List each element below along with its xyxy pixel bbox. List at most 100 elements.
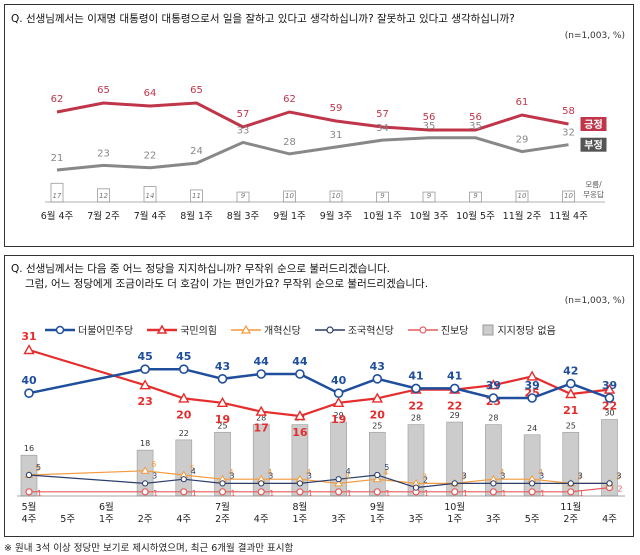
none-bar-label: 28 <box>488 414 498 423</box>
negative-tag-bg <box>580 137 607 152</box>
ppp-point <box>294 410 306 421</box>
none-bar-label: 28 <box>256 414 266 423</box>
progressive-label: 1 <box>579 489 584 498</box>
rebuild-label: 3 <box>500 471 505 480</box>
reform-point <box>334 478 343 487</box>
progressive-label: 1 <box>463 489 468 498</box>
dem-point <box>333 388 344 398</box>
rebuild-label: 3 <box>230 471 235 480</box>
dem-line <box>28 367 610 400</box>
rebuild-point <box>490 480 497 487</box>
x-tick-label: 8월 <box>293 501 308 513</box>
positive-label: 59 <box>330 103 343 114</box>
progressive-label: 1 <box>385 489 390 498</box>
dem-label: 43 <box>215 360 230 373</box>
rebuild-point <box>606 480 613 487</box>
dem-point <box>179 364 189 374</box>
dem-label: 39 <box>524 379 539 392</box>
progressive-label: 1 <box>347 489 352 498</box>
footnote: ※ 원내 3석 이상 정당만 보기로 제시하였으며, 최근 6개월 결과만 표시… <box>4 543 294 554</box>
negative-label: 31 <box>330 130 343 141</box>
ppp-label: 22 <box>602 400 617 413</box>
party-chart: 1618222528282925282928242530111111111111… <box>17 330 625 525</box>
x-tick-label: 4주 <box>254 514 269 525</box>
x-tick-label: 4주 <box>176 514 191 525</box>
rebuild-label: 3 <box>578 471 583 480</box>
none-bar <box>368 431 386 497</box>
rebuild-label: 3 <box>307 471 312 480</box>
x-tick-label: 1주 <box>99 514 114 525</box>
reform-label: 3 <box>422 472 427 481</box>
dem-label: 45 <box>176 350 191 363</box>
progressive-label: 1 <box>153 489 158 498</box>
positive-line <box>56 101 569 132</box>
positive-label: 56 <box>469 112 482 123</box>
negative-label: 28 <box>283 137 296 148</box>
negative-label: 21 <box>51 153 64 164</box>
none-bar-label: 10 <box>518 192 527 200</box>
reform-line <box>28 470 610 485</box>
negative-tag: 부정 <box>584 139 602 152</box>
dem-label: 43 <box>370 360 385 373</box>
none-bar-label: 29 <box>334 411 344 420</box>
progressive-label: 1 <box>231 489 236 498</box>
positive-label: 65 <box>190 85 203 96</box>
rebuild-label: 4 <box>191 467 196 476</box>
progressive-label: 1 <box>269 489 274 498</box>
x-tick-label: 8월 1주 <box>180 210 213 222</box>
negative-label: 32 <box>562 128 575 139</box>
negative-label: 33 <box>237 125 250 136</box>
ppp-label: 22 <box>408 400 423 413</box>
dem-label: 44 <box>254 355 270 368</box>
rebuild-point <box>529 480 536 487</box>
dem-point <box>488 393 499 403</box>
progressive-point <box>489 488 497 496</box>
positive-label: 62 <box>51 94 64 105</box>
rebuild-point <box>296 480 303 487</box>
progressive-point <box>335 488 343 496</box>
approval-panel: Q. 선생님께서는 이재명 대통령이 대통령으로서 일을 잘하고 있다고 생각하… <box>4 4 634 247</box>
reform-label: 3 <box>461 472 466 481</box>
progressive-label: 1 <box>37 489 42 498</box>
ppp-point <box>178 392 190 403</box>
none-bar-label: 29 <box>450 411 460 420</box>
positive-label: 65 <box>97 85 110 96</box>
rebuild-label: 2 <box>423 476 428 485</box>
ppp-label: 20 <box>370 408 386 421</box>
party-note: (n=1,003, %) <box>564 296 625 306</box>
x-tick-label: 7월 4주 <box>134 210 167 222</box>
none-bar-label: 9 <box>473 192 478 200</box>
x-tick-label: 10월 <box>444 501 465 513</box>
reform-label: 4 <box>229 468 234 477</box>
negative-label: 29 <box>516 135 529 146</box>
x-tick-label: 7월 2주 <box>87 210 120 222</box>
dem-label: 42 <box>563 365 578 378</box>
ppp-point <box>487 379 500 390</box>
legend-dem: 더불어민주당 <box>45 322 133 337</box>
x-tick-label: 6월 <box>99 501 114 513</box>
negative-line <box>56 136 569 172</box>
rebuild-label: 3 <box>539 471 544 480</box>
x-tick-label: 9월 <box>370 501 385 513</box>
none-bar-label: 24 <box>527 424 537 433</box>
progressive-line <box>29 487 610 493</box>
x-tick-label: 11월 2주 <box>503 210 542 222</box>
reform-label: 3 <box>616 472 621 481</box>
ppp-point <box>332 396 345 408</box>
reform-point <box>372 474 382 483</box>
negative-label: 24 <box>190 146 203 157</box>
ppp-point <box>23 344 35 355</box>
ppp-point <box>216 396 229 408</box>
x-tick-label: 10월 3주 <box>410 210 449 222</box>
none-bar-label: 10 <box>564 192 573 200</box>
rebuild-point <box>219 480 226 487</box>
none-bar-label: 25 <box>566 421 576 430</box>
dem-label: 45 <box>137 350 152 363</box>
approval-chart: 17 12 14 11 9 10 10 9 9 9 10 10 62 65 64 65 57 62 59 57 56 56… <box>41 85 607 222</box>
rebuild-label: 3 <box>617 471 622 480</box>
ppp-point <box>565 388 577 399</box>
x-tick-label: 5주 <box>525 514 540 525</box>
negative-label: 35 <box>469 121 482 132</box>
x-tick-label: 6월 4주 <box>41 210 74 222</box>
x-tick-label: 3주 <box>331 514 346 525</box>
